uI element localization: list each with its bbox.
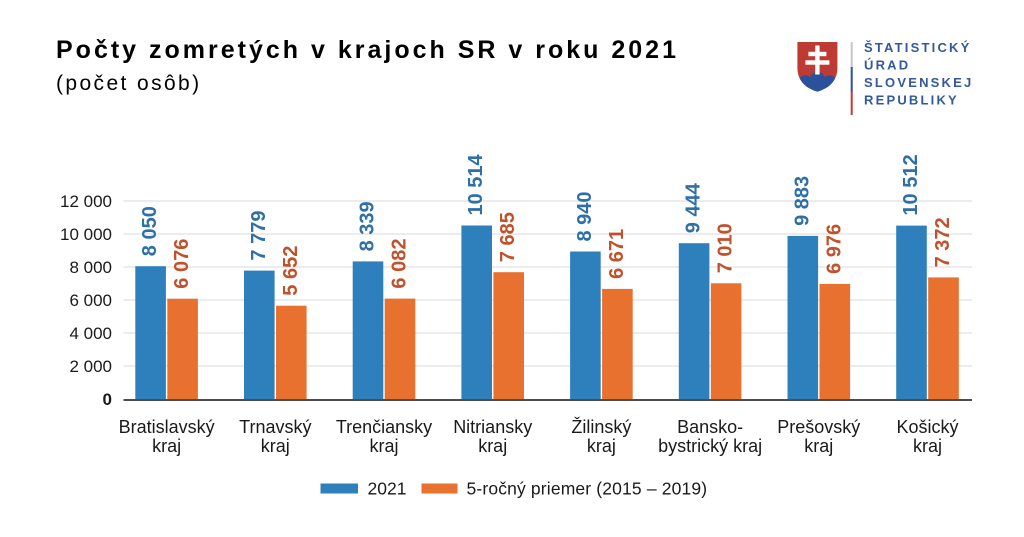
svg-text:REPUBLIKY: REPUBLIKY [864,92,959,107]
svg-text:7 010: 7 010 [715,223,737,273]
svg-text:7 779: 7 779 [248,211,270,261]
svg-text:Nitriansky: Nitriansky [453,417,532,437]
svg-text:12 000: 12 000 [60,192,112,211]
svg-text:kraj: kraj [152,436,181,456]
svg-text:2 000: 2 000 [69,357,112,376]
svg-text:10 512: 10 512 [900,154,922,215]
svg-text:kraj: kraj [587,436,616,456]
svg-text:9 444: 9 444 [683,182,705,233]
svg-text:6 076: 6 076 [171,239,193,289]
svg-text:8 339: 8 339 [357,201,379,251]
svg-text:6 000: 6 000 [69,291,112,310]
svg-text:Počty zomretých v krajoch SR v: Počty zomretých v krajoch SR v roku 2021 [56,36,679,64]
svg-text:10 000: 10 000 [60,225,112,244]
svg-text:ŠTATISTICKÝ: ŠTATISTICKÝ [864,40,972,55]
svg-text:Bansko-: Bansko- [677,417,743,437]
svg-text:SLOVENSKEJ: SLOVENSKEJ [864,75,973,90]
svg-text:Trenčiansky: Trenčiansky [336,417,432,437]
svg-text:8 000: 8 000 [69,258,112,277]
svg-text:Žilinský: Žilinský [571,417,631,437]
svg-text:kraj: kraj [804,436,833,456]
svg-text:4 000: 4 000 [69,324,112,343]
svg-text:bystrický kraj: bystrický kraj [658,436,762,456]
svg-text:kraj: kraj [913,436,942,456]
svg-text:2021: 2021 [368,479,407,499]
svg-text:ÚRAD: ÚRAD [864,58,910,73]
svg-text:(počet osôb): (počet osôb) [56,72,202,95]
svg-text:6 082: 6 082 [389,239,411,289]
svg-text:6 976: 6 976 [823,224,845,274]
svg-text:10 514: 10 514 [465,153,487,215]
svg-text:Bratislavský: Bratislavský [119,417,215,437]
svg-text:6 671: 6 671 [606,229,628,279]
svg-text:Trnavský: Trnavský [239,417,311,437]
svg-text:kraj: kraj [261,436,290,456]
svg-text:Košický: Košický [896,417,958,437]
svg-text:kraj: kraj [369,436,398,456]
svg-text:7 685: 7 685 [497,212,519,262]
svg-text:9 883: 9 883 [791,176,813,226]
svg-text:5 652: 5 652 [280,246,302,296]
svg-text:8 050: 8 050 [139,206,161,256]
svg-text:7 372: 7 372 [932,217,954,267]
svg-text:8 940: 8 940 [574,191,596,241]
svg-text:kraj: kraj [478,436,507,456]
svg-text:0: 0 [103,390,112,409]
svg-text:5-ročný priemer (2015 – 2019): 5-ročný priemer (2015 – 2019) [467,479,708,499]
svg-text:Prešovský: Prešovský [777,417,860,437]
